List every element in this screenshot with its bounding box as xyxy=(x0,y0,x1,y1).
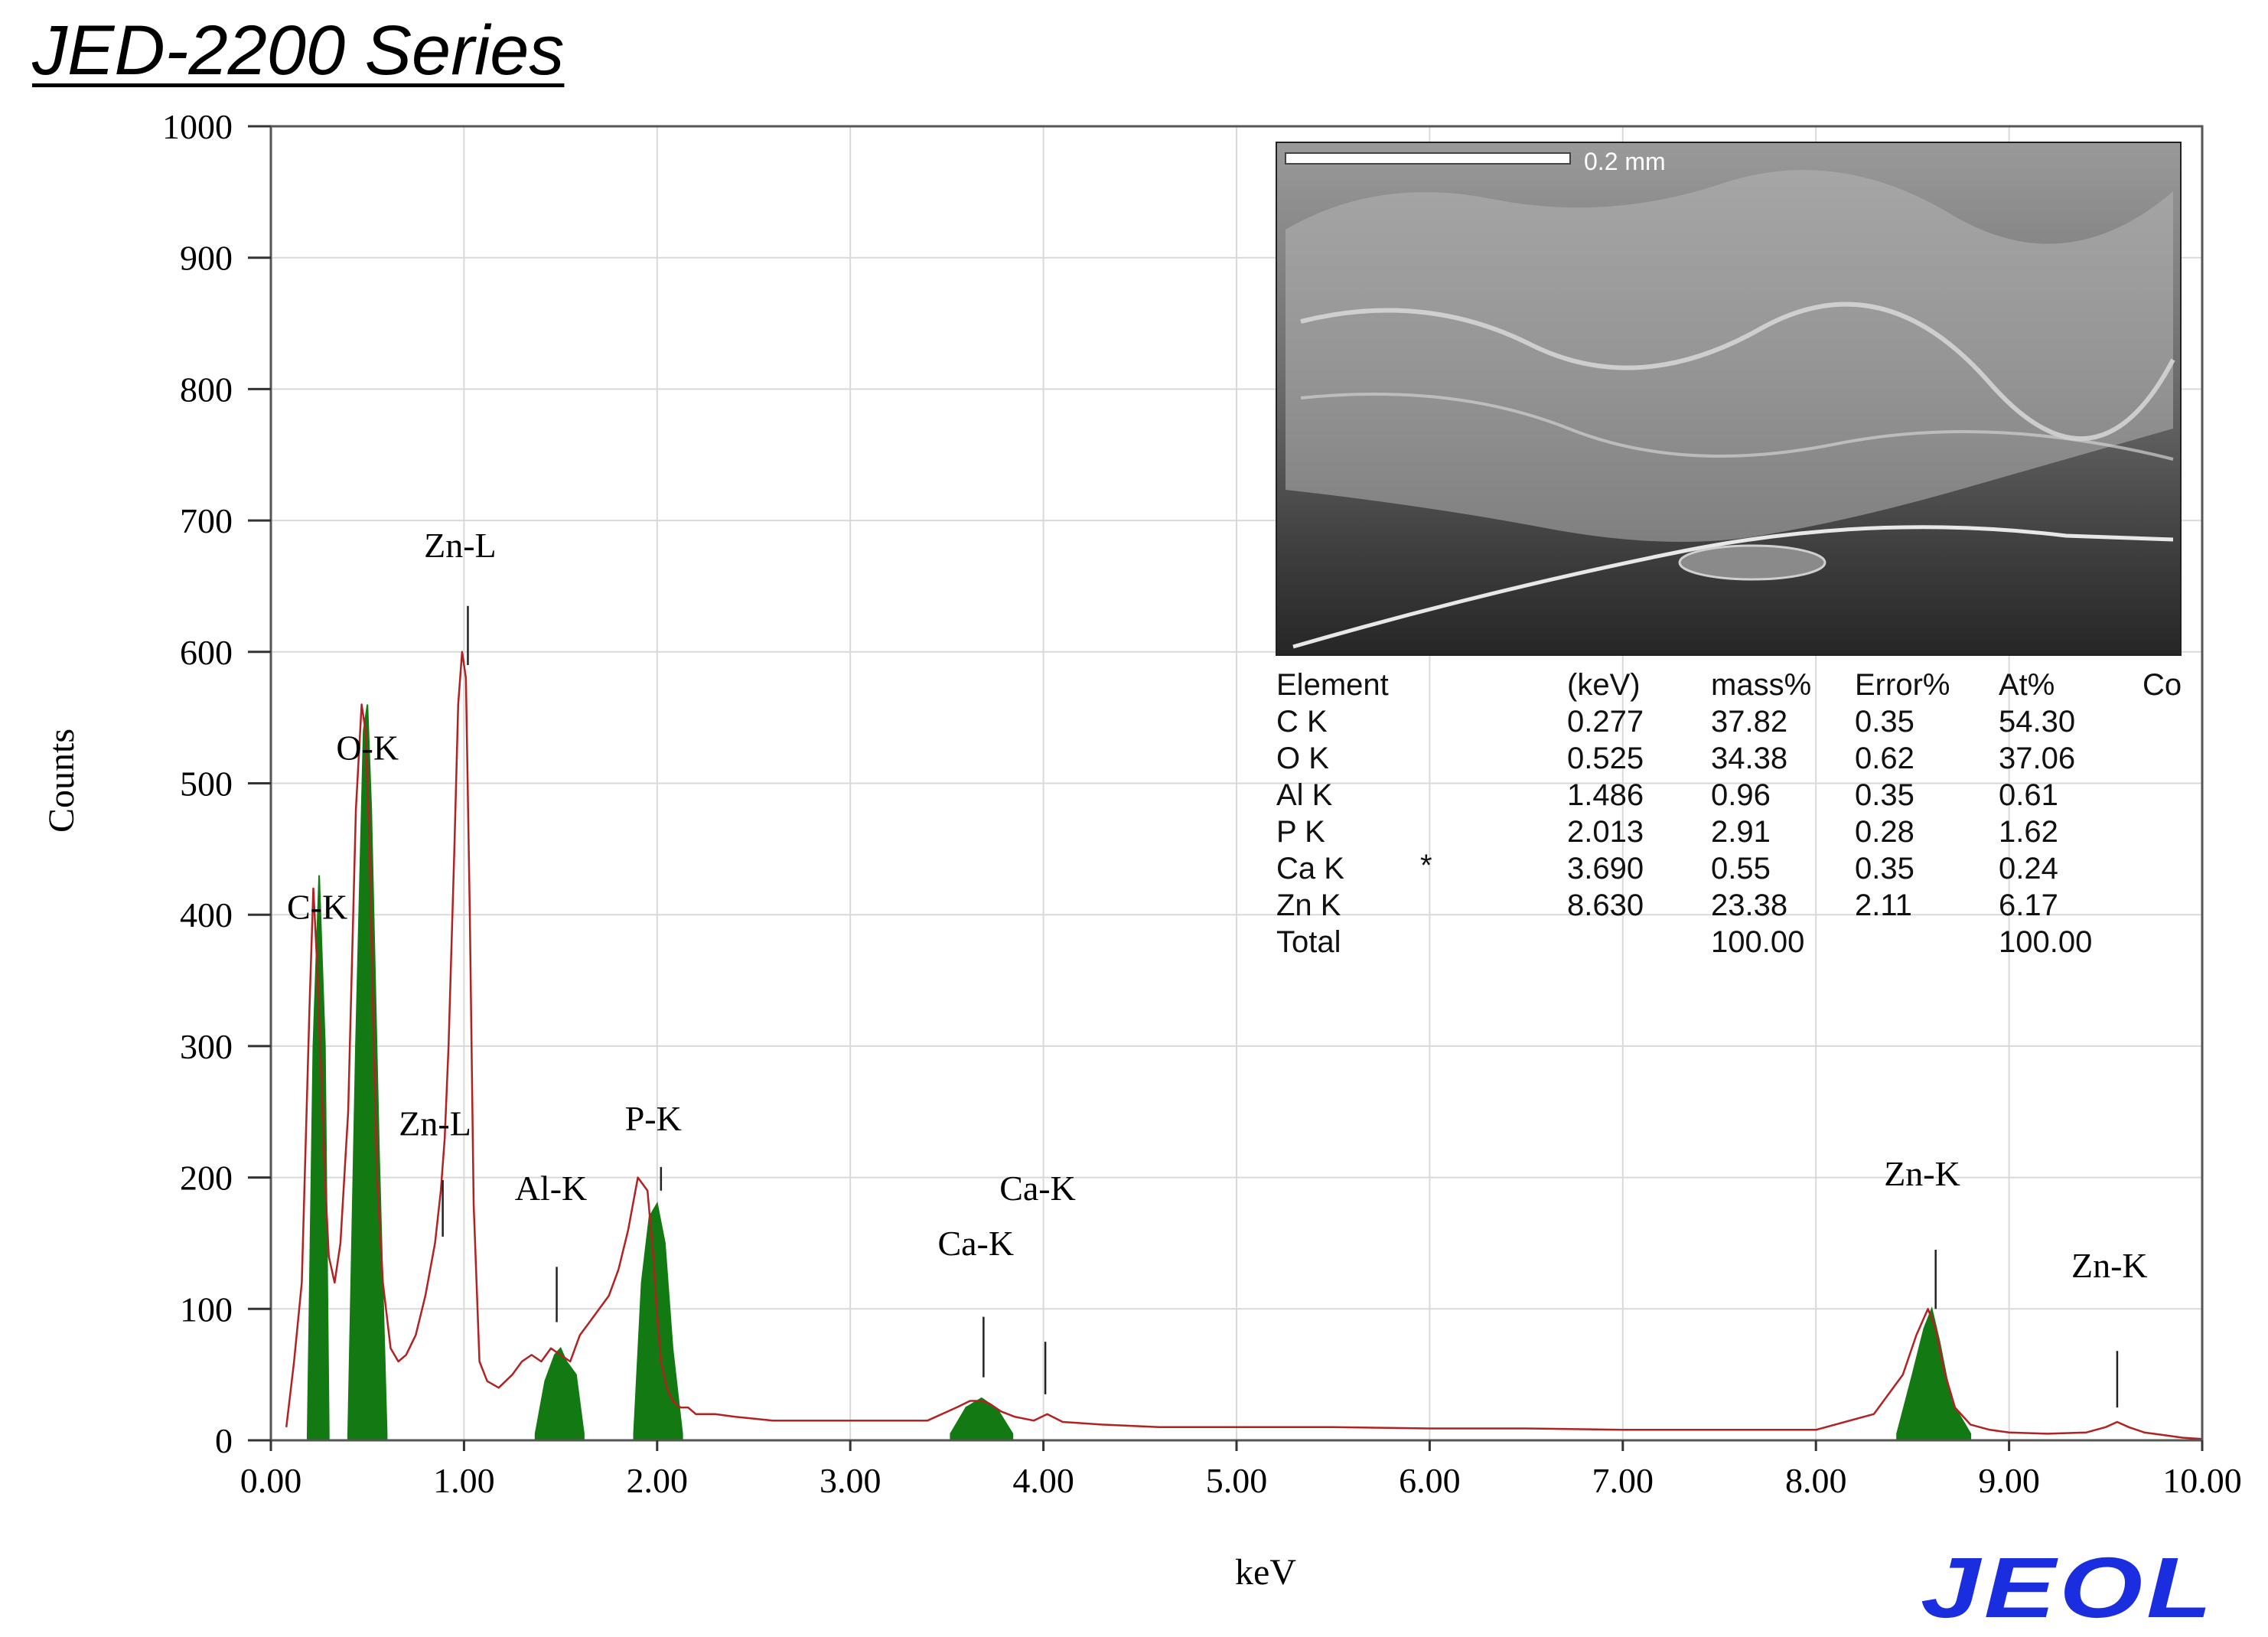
table-cell: 6.17 xyxy=(1999,889,2058,922)
table-cell: 2.11 xyxy=(1855,889,1912,922)
table-cell-element: P K xyxy=(1276,815,1325,849)
peak-fill-al-k xyxy=(534,1346,585,1440)
y-tick-label: 400 xyxy=(180,895,233,934)
x-tick-label: 4.00 xyxy=(1012,1461,1074,1500)
table-cell: 2.91 xyxy=(1711,815,1771,849)
peak-label: C-K xyxy=(287,887,347,926)
table-cell: 0.525 xyxy=(1567,742,1644,775)
peak-labels: Zn-L O-K C-K Zn-L P-K Al-K Ca-K Ca-K Zn-K Zn-K xyxy=(287,526,2148,1408)
table-cell: 3.690 xyxy=(1567,852,1644,885)
page-title: JED-2200 Series xyxy=(32,11,565,90)
peak-label: Zn-L xyxy=(424,526,497,565)
y-tick-label: 900 xyxy=(180,239,233,278)
peak-label: Ca-K xyxy=(937,1224,1014,1263)
table-cell-element: Ca K xyxy=(1276,852,1344,885)
y-tick-label: 1000 xyxy=(162,107,233,146)
peak-label: O-K xyxy=(336,729,399,768)
table-cell: 0.62 xyxy=(1855,742,1914,775)
table-cell: 23.38 xyxy=(1711,889,1787,922)
x-tick-label: 8.00 xyxy=(1785,1461,1847,1500)
table-header-cell: At% xyxy=(1999,668,2055,702)
table-cell-element: C K xyxy=(1276,705,1328,739)
x-tick-label: 7.00 xyxy=(1592,1461,1654,1500)
tick-labels: 0.00 1.00 2.00 3.00 4.00 5.00 6.00 7.00 8.00 9.00… xyxy=(162,107,2242,1500)
peak-label: Zn-L xyxy=(399,1104,471,1143)
table-cell: 54.30 xyxy=(1999,705,2075,739)
table-cell: 0.277 xyxy=(1567,705,1644,739)
table-cell: 0.61 xyxy=(1999,778,2058,812)
scale-bar-label: 0.2 mm xyxy=(1584,148,1666,175)
table-cell: 37.82 xyxy=(1711,705,1787,739)
x-tick-label: 1.00 xyxy=(433,1461,495,1500)
table-header-cell: (keV) xyxy=(1567,668,1641,702)
x-tick-label: 0.00 xyxy=(240,1461,302,1500)
table-cell: 2.013 xyxy=(1567,815,1644,849)
peak-label: Zn-K xyxy=(2071,1246,2148,1285)
jeol-logo: JEOL xyxy=(1921,1540,2216,1635)
table-cell: 100.00 xyxy=(1711,925,1804,959)
spectrum-line xyxy=(285,651,2202,1440)
x-tick-label: 2.00 xyxy=(627,1461,689,1500)
table-cell: 8.630 xyxy=(1567,889,1644,922)
table-cell: 0.24 xyxy=(1999,852,2058,885)
y-tick-label: 200 xyxy=(180,1159,233,1198)
table-cell: 0.35 xyxy=(1855,705,1914,739)
y-tick-label: 300 xyxy=(180,1027,233,1066)
y-tick-label: 500 xyxy=(180,765,233,804)
table-cell: 1.486 xyxy=(1567,778,1644,812)
table-cell-element: Zn K xyxy=(1276,889,1341,922)
table-cell: 0.96 xyxy=(1711,778,1771,812)
y-tick-label: 0 xyxy=(215,1421,233,1460)
x-tick-label: 10.00 xyxy=(2162,1461,2242,1500)
peak-fill-ca-k xyxy=(950,1397,1014,1440)
spectrum-line-group xyxy=(285,651,2202,1440)
table-cell: 0.35 xyxy=(1855,778,1914,812)
element-table: Element (keV) mass% Error% At% Co C K 0.277 37.8… xyxy=(1276,668,2182,959)
x-tick-label: 6.00 xyxy=(1399,1461,1461,1500)
peak-fill-c-k xyxy=(307,875,330,1440)
table-header-cell: Co xyxy=(2143,668,2182,702)
peak-label: P-K xyxy=(625,1099,682,1138)
table-cell: 100.00 xyxy=(1999,925,2092,959)
table-cell: 0.55 xyxy=(1711,852,1771,885)
table-header-cell: Error% xyxy=(1855,668,1950,702)
table-cell: 34.38 xyxy=(1711,742,1787,775)
peak-fill-zn-k xyxy=(1896,1306,1972,1440)
x-tick-label: 5.00 xyxy=(1206,1461,1268,1500)
table-cell-element: Total xyxy=(1276,925,1341,959)
y-tick-label: 800 xyxy=(180,370,233,409)
y-tick-label: 100 xyxy=(180,1290,233,1329)
table-cell: 0.35 xyxy=(1855,852,1914,885)
table-cell: 0.28 xyxy=(1855,815,1914,849)
table-cell: 1.62 xyxy=(1999,815,2058,849)
y-tick-label: 600 xyxy=(180,633,233,672)
peak-label: Ca-K xyxy=(999,1169,1076,1208)
peak-label: Zn-K xyxy=(1884,1154,1960,1193)
peak-fill-o-k xyxy=(347,704,388,1440)
table-cell-flag: * xyxy=(1420,849,1432,882)
x-tick-label: 3.00 xyxy=(820,1461,881,1500)
table-cell: 37.06 xyxy=(1999,742,2075,775)
x-tick-label: 9.00 xyxy=(1978,1461,2040,1500)
table-header-cell: Element xyxy=(1276,668,1389,702)
table-header-cell: mass% xyxy=(1711,668,1811,702)
y-tick-label: 700 xyxy=(180,501,233,540)
x-axis-label: keV xyxy=(1235,1552,1296,1593)
sem-micrograph: 0.2 mm xyxy=(1276,142,2182,656)
y-axis-label: Counts xyxy=(41,729,82,833)
table-cell-element: O K xyxy=(1276,742,1329,775)
peak-label: Al-K xyxy=(515,1169,588,1208)
table-cell-element: Al K xyxy=(1276,778,1333,812)
